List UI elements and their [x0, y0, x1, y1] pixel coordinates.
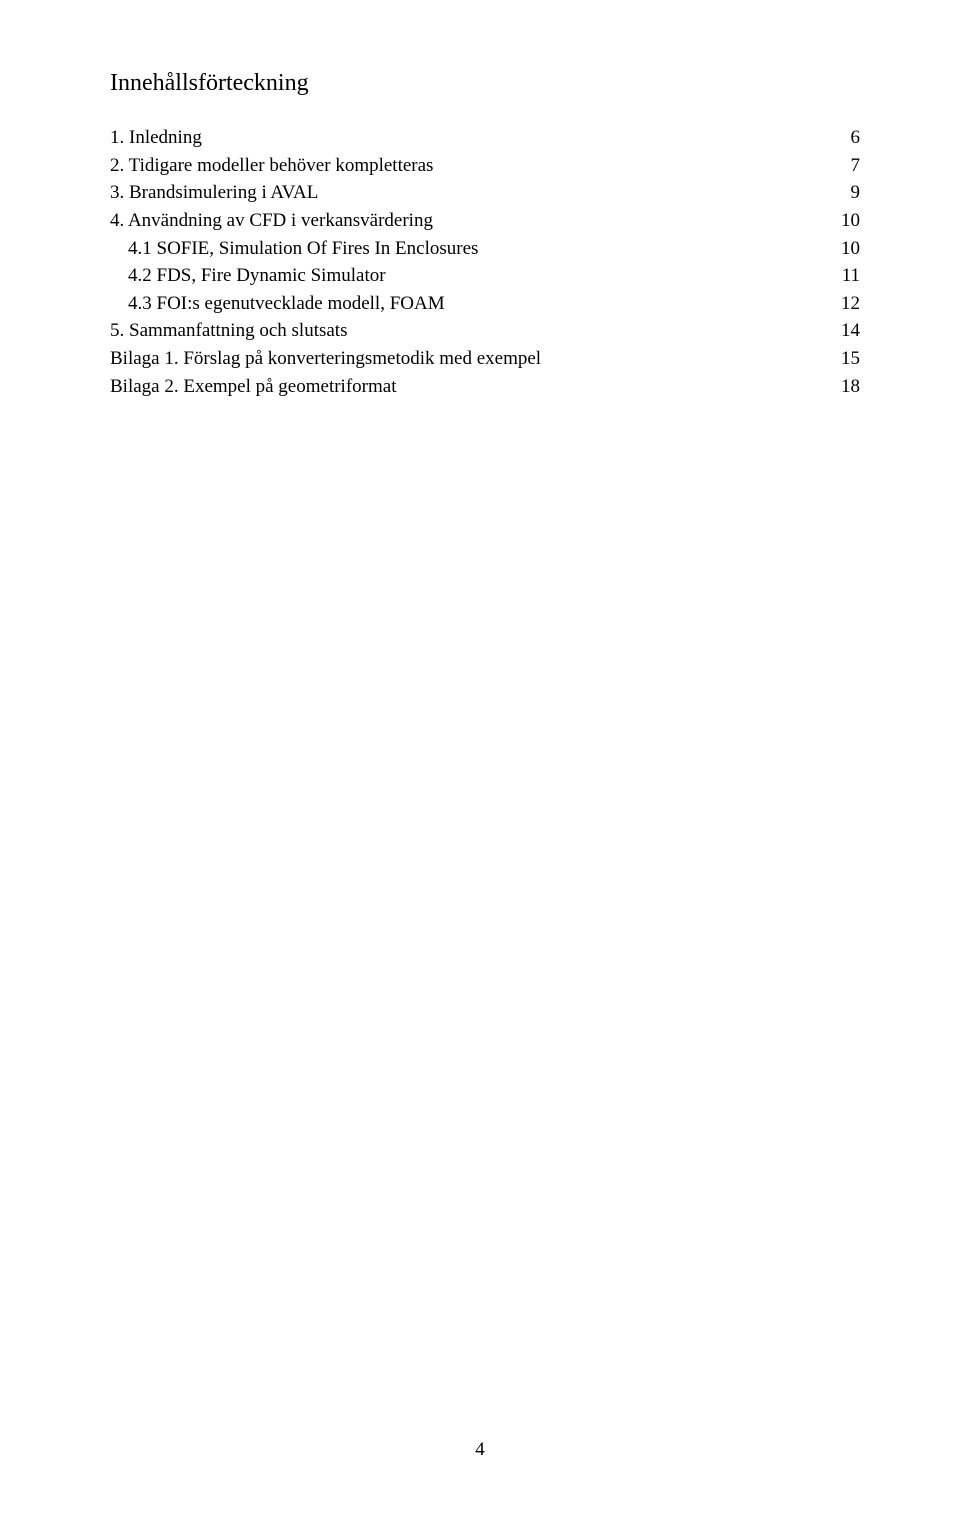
- page-number: 4: [0, 1439, 960, 1461]
- toc-entry-page: 7: [851, 153, 861, 179]
- toc-entry: 2. Tidigare modeller behöver komplettera…: [110, 153, 860, 179]
- toc-entry-page: 18: [841, 374, 860, 400]
- toc-entry-page: 10: [841, 236, 860, 262]
- toc-entry-page: 14: [841, 318, 860, 344]
- toc-entry-label: 1. Inledning: [110, 125, 202, 151]
- toc-entry-page: 12: [841, 291, 860, 317]
- toc-entry-label: Bilaga 1. Förslag på konverteringsmetodi…: [110, 346, 541, 372]
- toc-entry: Bilaga 1. Förslag på konverteringsmetodi…: [110, 346, 860, 372]
- toc-entry-label: 4.2 FDS, Fire Dynamic Simulator: [128, 263, 386, 289]
- toc-entry-page: 11: [842, 263, 860, 289]
- toc-title: Innehållsförteckning: [110, 70, 860, 97]
- toc-entry-label: 4.3 FOI:s egenutvecklade modell, FOAM: [128, 291, 445, 317]
- toc-entry: 4.3 FOI:s egenutvecklade modell, FOAM 12: [110, 291, 860, 317]
- toc-entry-label: 5. Sammanfattning och slutsats: [110, 318, 347, 344]
- toc-entry: 4. Användning av CFD i verkansvärdering …: [110, 208, 860, 234]
- toc-entry: 4.2 FDS, Fire Dynamic Simulator 11: [110, 263, 860, 289]
- toc-entry-label: 4.1 SOFIE, Simulation Of Fires In Enclos…: [128, 236, 478, 262]
- toc-entry-label: 2. Tidigare modeller behöver komplettera…: [110, 153, 433, 179]
- toc-entry-label: Bilaga 2. Exempel på geometriformat: [110, 374, 396, 400]
- toc-entry: 4.1 SOFIE, Simulation Of Fires In Enclos…: [110, 236, 860, 262]
- toc-entry-page: 15: [841, 346, 860, 372]
- table-of-contents: 1. Inledning 6 2. Tidigare modeller behö…: [110, 125, 860, 399]
- toc-entry-page: 9: [851, 180, 861, 206]
- toc-entry-label: 4. Användning av CFD i verkansvärdering: [110, 208, 433, 234]
- toc-entry: Bilaga 2. Exempel på geometriformat 18: [110, 374, 860, 400]
- toc-entry: 5. Sammanfattning och slutsats 14: [110, 318, 860, 344]
- toc-entry-page: 10: [841, 208, 860, 234]
- toc-entry: 1. Inledning 6: [110, 125, 860, 151]
- toc-entry-label: 3. Brandsimulering i AVAL: [110, 180, 318, 206]
- toc-entry-page: 6: [851, 125, 861, 151]
- toc-entry: 3. Brandsimulering i AVAL 9: [110, 180, 860, 206]
